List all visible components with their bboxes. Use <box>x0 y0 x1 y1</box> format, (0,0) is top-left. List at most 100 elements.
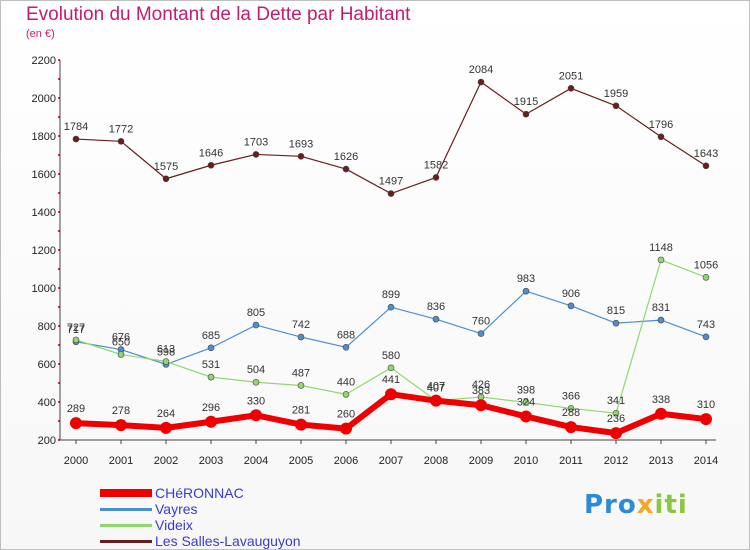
data-point <box>520 410 532 423</box>
data-label: 815 <box>607 305 625 317</box>
y-minor-tick <box>58 306 60 308</box>
data-label: 398 <box>517 384 535 396</box>
data-point <box>205 415 217 428</box>
y-minor-tick <box>58 344 60 346</box>
legend-label: CHéRONNAC <box>155 485 244 501</box>
data-label: 2084 <box>469 64 493 76</box>
data-point <box>387 364 395 372</box>
data-point <box>702 162 710 170</box>
data-point <box>340 422 352 435</box>
data-label: 1497 <box>379 176 403 188</box>
data-label: 613 <box>157 344 175 356</box>
x-tick-label: 2010 <box>514 455 538 467</box>
data-point <box>567 85 575 92</box>
data-label: 906 <box>562 288 580 300</box>
proxiti-logo: Proxiti <box>584 490 688 520</box>
data-label: 487 <box>292 367 310 379</box>
y-minor-tick <box>58 230 60 232</box>
data-label: 1772 <box>109 123 133 135</box>
y-minor-tick <box>58 401 60 403</box>
y-tick-label: 2200 <box>32 55 56 67</box>
chart-title: Evolution du Montant de la Dette par Hab… <box>26 4 411 25</box>
data-label: 338 <box>652 394 670 406</box>
data-label: 742 <box>292 319 310 331</box>
y-minor-tick <box>58 116 60 118</box>
data-label: 580 <box>382 350 400 362</box>
data-label: 1915 <box>514 96 538 108</box>
x-tick-label: 2004 <box>244 455 268 467</box>
data-label: 805 <box>247 307 265 319</box>
data-label: 278 <box>112 405 130 417</box>
y-minor-tick <box>58 97 60 99</box>
data-label: 440 <box>337 376 355 388</box>
data-point <box>612 319 620 327</box>
y-minor-tick <box>58 439 60 441</box>
x-tick-label: 2008 <box>424 455 448 467</box>
data-label: 504 <box>247 364 265 376</box>
data-point <box>115 419 127 432</box>
data-point <box>430 394 442 407</box>
data-label: 2051 <box>559 70 583 82</box>
data-point <box>70 417 82 430</box>
data-label: 1784 <box>64 121 88 133</box>
y-minor-tick <box>58 382 60 384</box>
data-label: 1575 <box>154 161 178 173</box>
data-point <box>72 336 80 344</box>
data-label: 685 <box>202 330 220 342</box>
data-point <box>477 78 485 86</box>
data-label: 324 <box>517 396 535 408</box>
data-label: 717 <box>67 324 85 336</box>
y-tick-label: 400 <box>38 397 56 409</box>
data-label: 441 <box>382 374 400 386</box>
y-minor-tick <box>58 363 60 365</box>
data-point <box>297 382 305 389</box>
legend-swatch-les-salles <box>100 540 152 543</box>
x-tick-label: 2013 <box>649 455 673 467</box>
data-label: 426 <box>472 379 490 391</box>
data-label: 650 <box>112 337 130 349</box>
x-tick-label: 2003 <box>199 455 223 467</box>
data-point <box>612 102 620 110</box>
data-label: 831 <box>652 302 670 314</box>
data-point <box>160 421 172 434</box>
x-tick-label: 2014 <box>694 455 718 467</box>
legend-swatch-vayres <box>100 508 152 511</box>
data-label: 531 <box>202 359 220 371</box>
y-minor-tick <box>58 78 60 80</box>
data-point <box>342 343 350 351</box>
y-tick-label: 1400 <box>32 207 56 219</box>
data-label: 330 <box>247 395 265 407</box>
data-point <box>522 287 530 295</box>
y-tick-label: 600 <box>38 359 56 371</box>
legend-swatch-cheronnac <box>100 489 152 497</box>
data-point <box>475 399 487 412</box>
legend-label: Vayres <box>155 501 198 517</box>
data-label: 1703 <box>244 136 268 148</box>
y-tick-label: 2000 <box>32 93 56 105</box>
data-label: 288 <box>562 407 580 419</box>
data-label: 1693 <box>289 138 313 150</box>
x-tick-label: 2007 <box>379 455 403 467</box>
data-label: 1646 <box>199 147 223 159</box>
data-label: 1148 <box>649 242 673 254</box>
data-point <box>565 421 577 434</box>
y-tick-label: 800 <box>38 321 56 333</box>
y-minor-tick <box>58 249 60 251</box>
data-point <box>655 407 667 420</box>
data-point <box>610 427 622 440</box>
data-point <box>162 358 170 365</box>
data-label: 1626 <box>334 151 358 163</box>
data-point <box>387 190 395 197</box>
data-point <box>567 405 575 412</box>
data-label: 407 <box>427 383 445 395</box>
data-label: 598 <box>157 346 175 358</box>
data-label: 1056 <box>694 259 718 271</box>
data-label: 760 <box>472 316 490 328</box>
y-minor-tick <box>58 135 60 137</box>
y-tick-label: 200 <box>38 435 56 447</box>
data-label: 1643 <box>694 148 718 160</box>
legend-swatch-videix <box>100 524 152 527</box>
data-point <box>72 135 80 143</box>
data-label: 260 <box>337 409 355 421</box>
